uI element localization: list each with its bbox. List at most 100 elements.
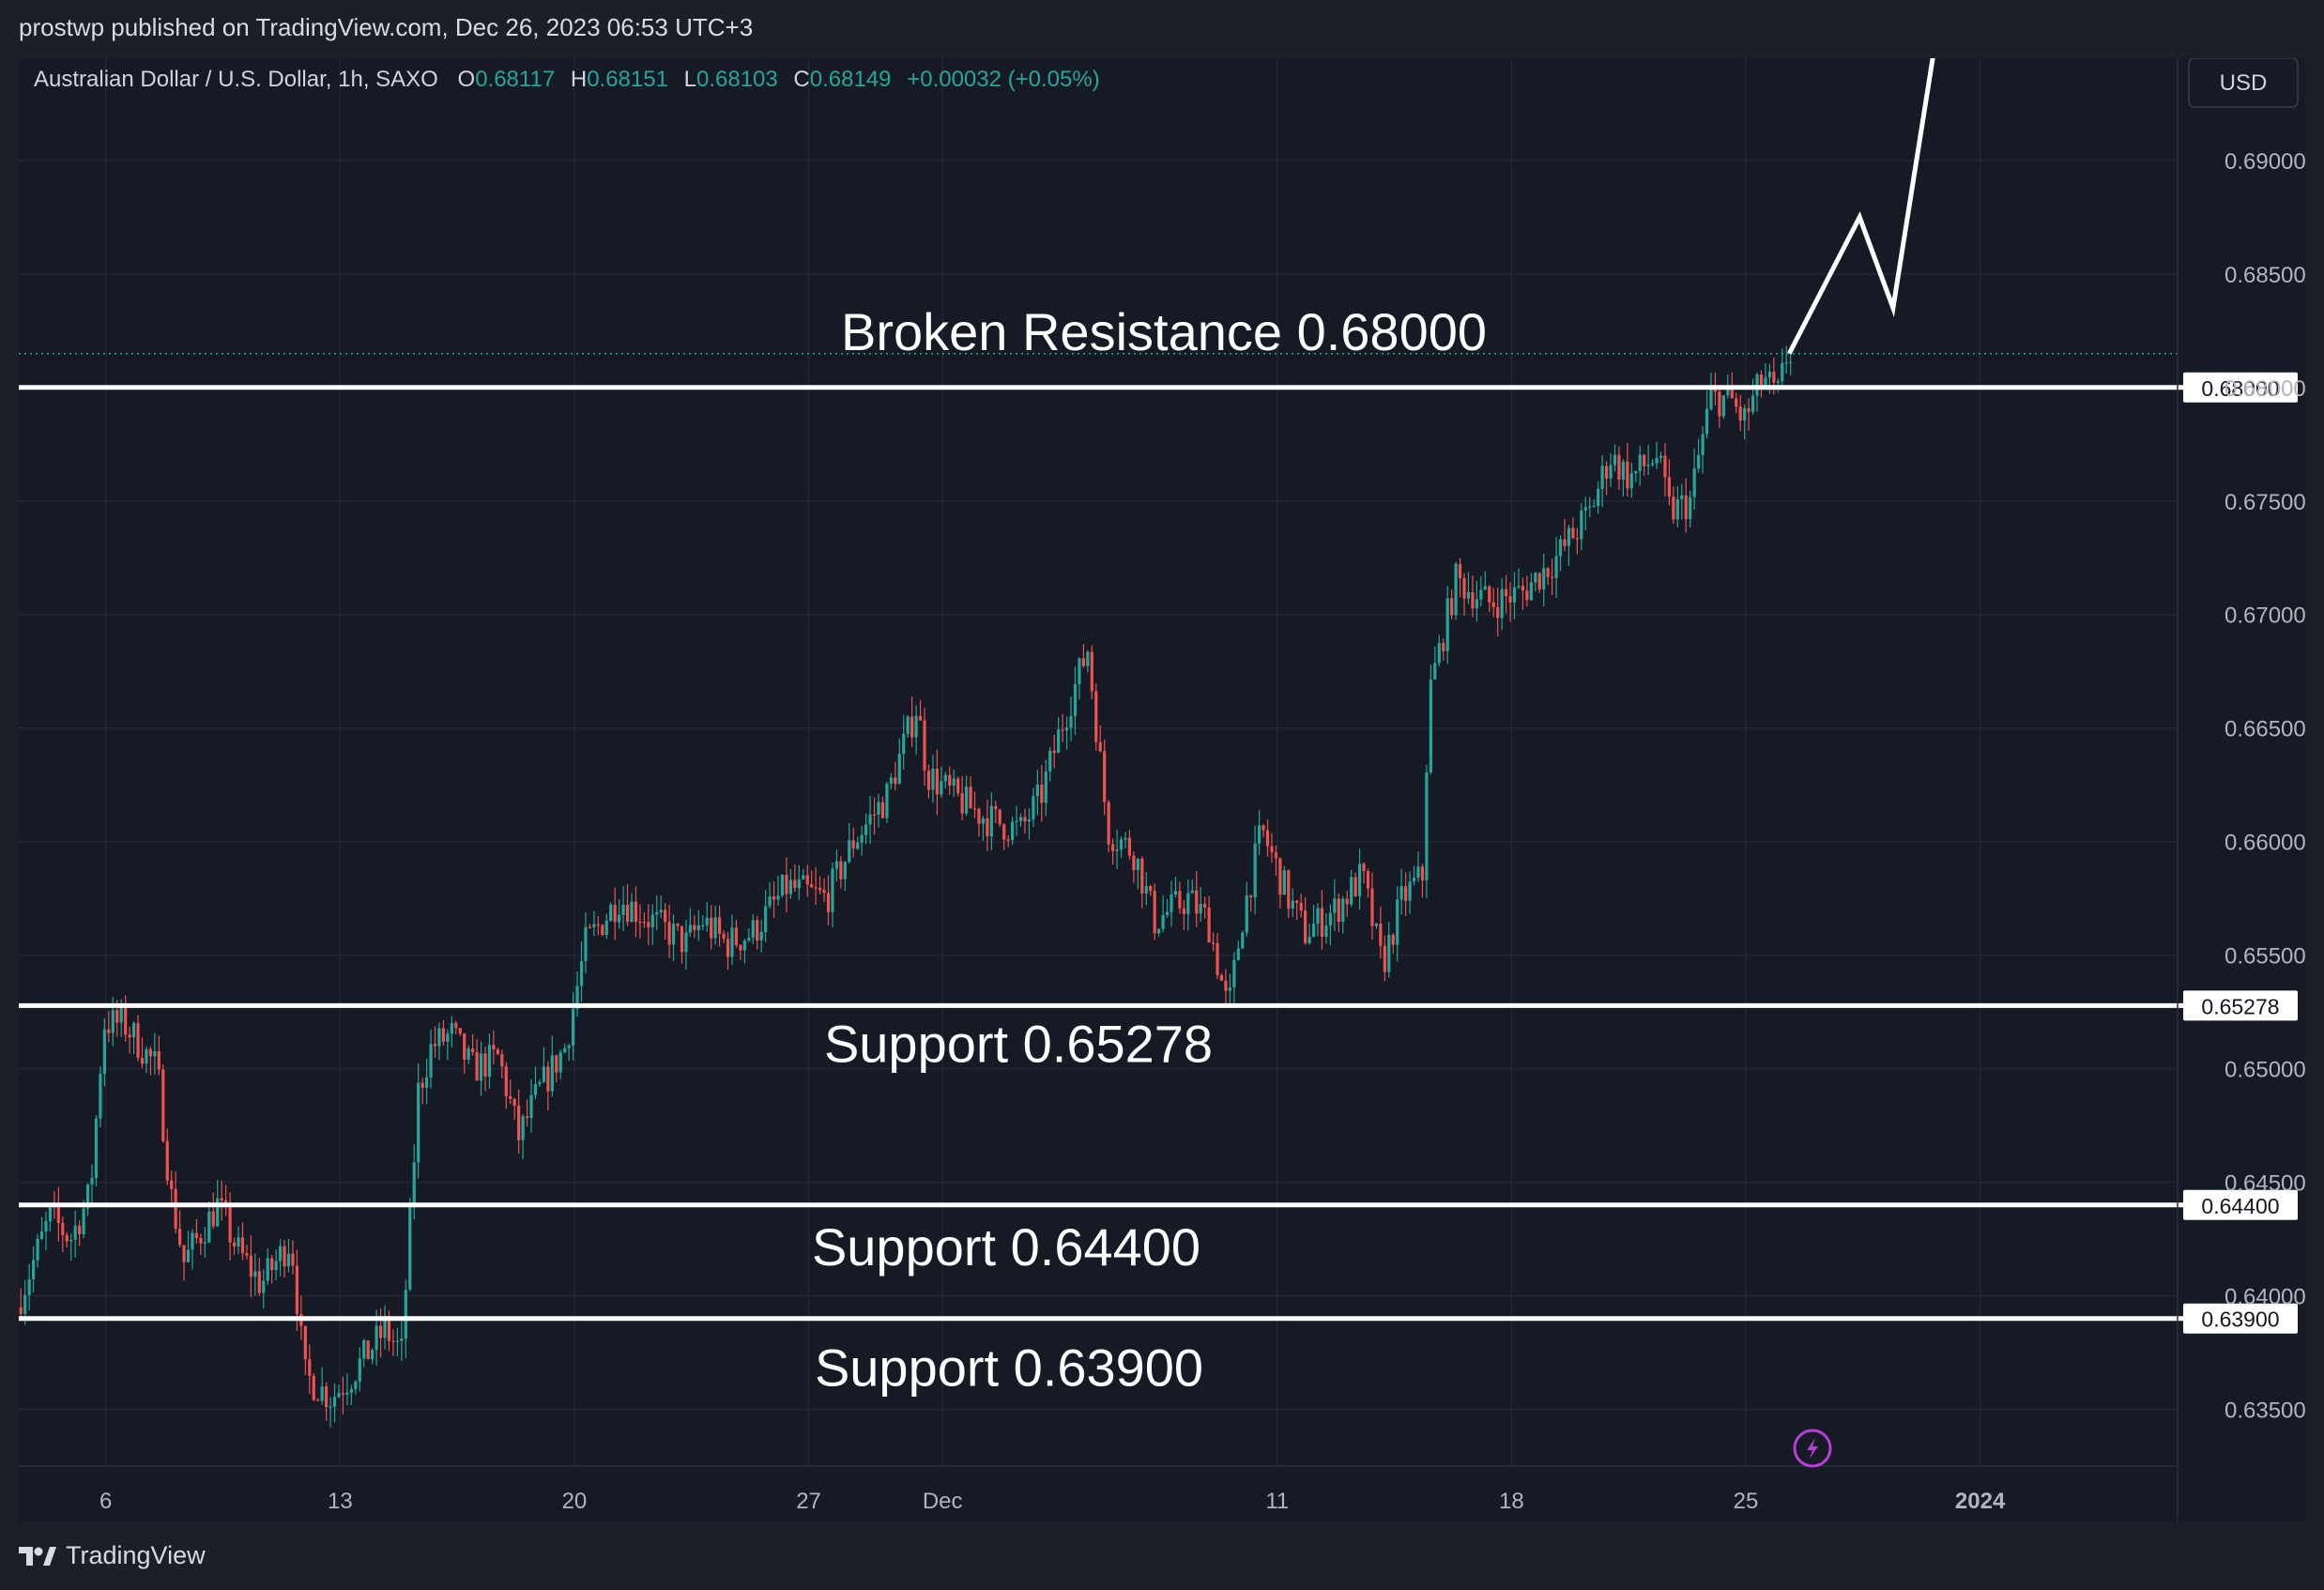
candle-body	[48, 1204, 53, 1221]
candle-body	[1027, 819, 1032, 822]
candle-body	[1170, 894, 1173, 912]
candle-body	[424, 1077, 429, 1089]
candle-body	[989, 805, 993, 837]
candle-body	[102, 1029, 106, 1074]
candle-body	[926, 770, 931, 790]
candle-body	[877, 802, 880, 815]
candle-body	[1073, 683, 1078, 716]
candle-body	[1291, 900, 1294, 910]
price-tick-label: 0.64000	[2225, 1285, 2305, 1310]
candle-body	[848, 840, 851, 863]
candle-body	[1479, 589, 1483, 600]
candle-body	[182, 1245, 186, 1262]
candle-body	[1643, 454, 1646, 466]
candle-body	[78, 1225, 82, 1234]
candle-body	[986, 818, 989, 837]
candle-body	[764, 906, 768, 932]
candle-body	[542, 1066, 545, 1082]
candle-body	[718, 917, 722, 934]
candle-body	[525, 1116, 529, 1118]
candle-body	[1433, 663, 1437, 680]
candlestick-series	[19, 345, 1793, 1428]
candle-body	[994, 805, 998, 810]
candle-body	[688, 925, 693, 933]
candle-body	[822, 890, 826, 894]
candle-body	[1295, 900, 1299, 903]
candle-body	[1157, 928, 1161, 934]
candle-body	[1337, 898, 1340, 923]
candle-body	[1416, 866, 1420, 879]
candle-body	[119, 1007, 123, 1023]
candle-body	[772, 896, 776, 900]
candle-body	[1404, 886, 1408, 901]
candle-body	[1353, 877, 1357, 896]
candle-body	[1111, 844, 1115, 851]
candle-body	[797, 879, 801, 889]
lightning-icon[interactable]	[1793, 1429, 1832, 1468]
candle-body	[1078, 658, 1081, 684]
candle-body	[805, 875, 809, 885]
price-chart[interactable]: 0.68000 0.65278 0.64400 0.63900 Broken Resi…	[19, 58, 2305, 1522]
candle-body	[1759, 374, 1764, 387]
level-price-text: 0.64400	[2201, 1194, 2279, 1218]
candle-body	[237, 1237, 240, 1247]
candle-body	[730, 927, 734, 957]
candle-body	[483, 1053, 487, 1077]
candle-body	[1718, 391, 1721, 417]
candle-body	[768, 896, 772, 907]
projection-line[interactable]	[1787, 58, 1939, 355]
tradingview-brand[interactable]: TradingView	[19, 1541, 206, 1570]
candle-body	[131, 1023, 136, 1038]
candle-body	[1228, 987, 1232, 991]
candle-body	[240, 1237, 245, 1254]
candle-body	[1006, 839, 1010, 841]
candle-body	[1597, 488, 1600, 507]
candle-body	[897, 754, 901, 785]
candle-body	[429, 1044, 433, 1078]
candle-body	[161, 1069, 165, 1141]
candle-body	[604, 920, 608, 935]
time-tick-label: 6	[99, 1489, 112, 1514]
candle-body	[1011, 821, 1015, 840]
candle-body	[952, 778, 956, 786]
candle-body	[1638, 454, 1642, 471]
candle-body	[739, 944, 742, 951]
candle-body	[575, 986, 579, 1009]
candle-body	[454, 1022, 458, 1029]
candle-body	[115, 1010, 119, 1023]
candle-body	[1219, 975, 1224, 981]
candle-body	[283, 1246, 286, 1267]
candle-body	[948, 774, 952, 786]
candle-body	[1015, 820, 1018, 822]
candle-body	[1466, 591, 1471, 599]
candle-body	[437, 1028, 441, 1047]
candle-body	[27, 1278, 31, 1295]
candle-body	[1583, 507, 1587, 511]
price-tick-label: 0.66500	[2225, 717, 2305, 742]
candle-body	[630, 901, 634, 923]
time-tick-label: 2024	[1955, 1489, 2006, 1514]
candle-body	[1287, 870, 1291, 910]
candle-body	[412, 1162, 416, 1205]
candle-body	[1387, 935, 1391, 972]
level-annotation-text: Support 0.64400	[812, 1217, 1200, 1277]
candle-body	[492, 1045, 496, 1050]
candle-body	[1680, 495, 1684, 499]
candle-body	[1735, 398, 1738, 407]
candle-body	[1726, 385, 1730, 396]
price-tick-label: 0.69000	[2225, 149, 2305, 175]
chart-area[interactable]: 0.68000 0.65278 0.64400 0.63900 Broken Resi…	[19, 58, 2305, 1522]
candle-body	[111, 1010, 115, 1033]
candle-body	[56, 1205, 60, 1223]
candle-body	[894, 777, 897, 785]
candle-body	[1396, 899, 1399, 945]
candle-body	[1307, 937, 1311, 943]
candle-body	[722, 933, 726, 940]
candle-body	[1203, 904, 1207, 908]
currency-label: USD	[2220, 70, 2268, 96]
candle-body	[1504, 589, 1508, 597]
candle-body	[1370, 888, 1374, 926]
candle-body	[1035, 785, 1039, 797]
currency-button[interactable]: USD	[2188, 58, 2299, 108]
candle-body	[1018, 817, 1023, 821]
